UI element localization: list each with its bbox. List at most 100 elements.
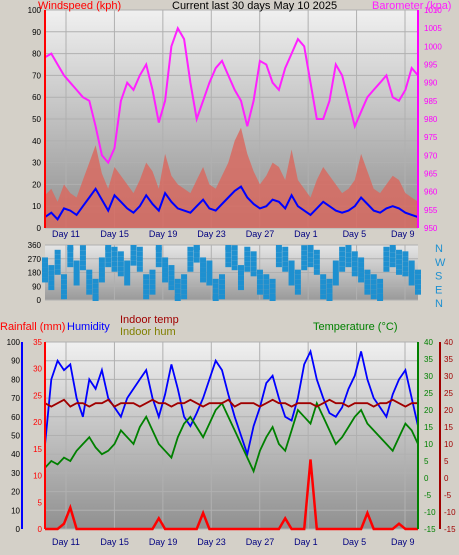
direction-point (225, 257, 232, 263)
humidity-tick-label: 90 (11, 357, 20, 366)
direction-point (98, 272, 105, 278)
direction-point (402, 251, 409, 257)
direction-point (415, 284, 421, 290)
direction-point (301, 255, 308, 261)
humidity-tick-label: 70 (11, 394, 20, 403)
temp-tick-label-inner: -15 (424, 525, 436, 534)
direction-point (256, 269, 263, 275)
temp-tick-label-inner: 0 (424, 474, 429, 483)
rain-tick-label: 5 (38, 498, 43, 507)
direction-point (351, 271, 358, 277)
direction-point (60, 274, 67, 280)
direction-point (294, 274, 301, 280)
direction-point (174, 288, 181, 294)
x-tick-label: Day 19 (149, 537, 178, 547)
direction-point (200, 267, 207, 273)
direction-point (250, 261, 257, 267)
x-tick-label: Day 9 (391, 229, 415, 239)
indoor-temp-line (44, 398, 418, 408)
direction-point (73, 275, 80, 281)
rain-tick-label: 10 (33, 472, 42, 481)
rainfall-label: Rainfall (mm) (0, 321, 65, 333)
direction-point (263, 289, 270, 295)
temp-tick-label-inner: 20 (424, 406, 433, 415)
direction-point (256, 279, 263, 285)
direction-point (237, 275, 244, 281)
direction-point (155, 247, 162, 253)
direction-point (143, 289, 150, 295)
axes: 0102030405060708090100950955960965970975… (7, 6, 456, 547)
direction-point (326, 296, 333, 301)
direction-point (219, 284, 226, 290)
direction-point (48, 265, 55, 271)
direction-point (206, 275, 213, 281)
direction-point (187, 266, 194, 272)
direction-point (231, 245, 238, 251)
rain-tick-label: 15 (33, 445, 42, 454)
direction-point (415, 274, 421, 280)
y-tick-label-left: 30 (32, 159, 41, 168)
direction-point (288, 280, 295, 286)
y-tick-label-left: 0 (37, 224, 42, 233)
rain-tick-label: 30 (33, 365, 42, 374)
temperature-line (44, 400, 419, 474)
indoor-hum-label: Indoor hum (120, 326, 176, 338)
direction-point (402, 266, 409, 272)
barometer-line (44, 25, 419, 165)
y-tick-label-right: 970 (424, 151, 438, 160)
direction-point (212, 296, 219, 301)
direction-point (130, 250, 137, 256)
direction-point (408, 280, 415, 286)
direction-point (143, 294, 150, 300)
direction-point (332, 260, 339, 266)
temp-tick-label-inner: 5 (424, 457, 429, 466)
direction-point (383, 251, 390, 257)
direction-point (402, 261, 409, 267)
direction-point (98, 277, 105, 283)
direction-point (358, 277, 365, 283)
direction-point (206, 270, 213, 276)
direction-point (136, 256, 143, 262)
direction-point (332, 265, 339, 271)
temp-tick-label-inner: -10 (424, 508, 436, 517)
direction-point (282, 256, 289, 262)
x-tick-label: Day 27 (246, 537, 275, 547)
direction-point (301, 260, 308, 266)
direction-point (187, 256, 194, 262)
direction-point (162, 277, 169, 283)
direction-point (282, 251, 289, 257)
direction-point (200, 272, 207, 278)
direction-point (244, 246, 251, 252)
direction-series (42, 245, 421, 301)
x-tick-label: Day 27 (246, 229, 275, 239)
humidity-tick-label: 10 (11, 506, 20, 515)
direction-point (168, 280, 175, 286)
direction-point (200, 257, 207, 263)
direction-point (149, 284, 156, 290)
temp-tick-label-outer: 5 (444, 457, 449, 466)
chart-title: Current last 30 days May 10 2025 (172, 0, 337, 12)
x-tick-label: Day 15 (100, 537, 129, 547)
direction-point (73, 280, 80, 286)
direction-point (358, 267, 365, 273)
direction-point (219, 279, 226, 285)
direction-point (370, 274, 377, 280)
direction-point (130, 260, 137, 266)
direction-point (124, 260, 131, 266)
direction-point (124, 275, 131, 281)
direction-point (275, 257, 282, 263)
direction-point (377, 283, 384, 289)
direction-point (73, 260, 80, 266)
temp-tick-label-outer: -15 (444, 525, 456, 534)
y-tick-label-left: 50 (32, 115, 41, 124)
direction-point (117, 261, 124, 267)
direction-point (301, 265, 308, 271)
direction-point (212, 288, 219, 294)
temp-tick-label-inner: 10 (424, 440, 433, 449)
direction-point (237, 265, 244, 271)
direction-point (48, 275, 55, 281)
direction-point (187, 261, 194, 267)
direction-point (60, 279, 67, 285)
direction-point (408, 265, 415, 271)
rain-tick-label: 20 (33, 418, 42, 427)
